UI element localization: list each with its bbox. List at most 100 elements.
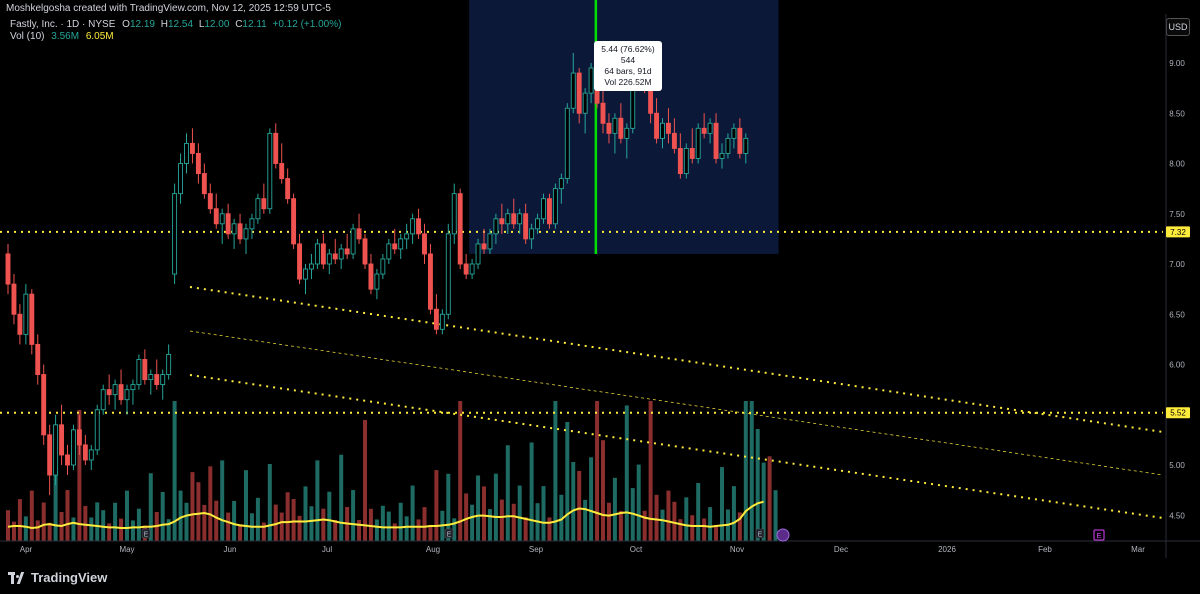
candle-body [469,263,475,275]
volume-bar [642,510,647,541]
volume-bar [261,522,266,541]
candle-body [404,233,410,240]
candle-body [76,429,82,446]
candle-body [29,293,35,345]
candle-body [231,223,237,235]
volume-bar [773,490,778,541]
candle-body [35,343,41,375]
candle-body [291,198,297,245]
volume-bar [148,473,153,541]
candle-body [362,238,368,265]
volume-bar [547,517,552,541]
volume-bar [89,517,94,541]
candle-body [671,132,677,149]
earnings-marker-label: E [447,532,452,539]
volume-bar [202,504,207,541]
volume-bar [434,470,439,541]
candle-body [148,374,154,381]
candle-body [523,213,529,240]
candle-body [189,142,195,154]
volume-bar [196,482,201,541]
candle-body [654,112,659,139]
earnings-marker [755,528,765,539]
level-lower-badge [1166,407,1190,419]
open-label: O [122,19,130,30]
price-tick-label: 6.50 [1169,310,1185,319]
volume-bar [65,490,70,541]
volume-bar [458,401,463,541]
low-value: 12.00 [204,19,230,30]
volume-bar [452,518,457,541]
split-event-icon [776,528,790,542]
volume-bar [321,508,326,541]
candle-body [695,127,701,159]
volume-bar [416,519,421,541]
volume-bar [41,502,46,541]
volume-bar [363,420,367,541]
volume-bar [648,401,653,541]
candle-body [582,92,588,114]
candle-body [433,308,439,330]
volume-bar [303,486,308,541]
candle-body [576,72,582,114]
volume-bar [113,502,118,541]
volume-bar [511,503,516,541]
candle-body [112,384,118,396]
volume-bar [678,519,683,541]
candle-body [59,424,64,456]
candle-body [213,208,219,225]
volume-bar [23,516,28,541]
candle-body [677,147,683,175]
candle-body [47,434,53,476]
footer-bar [0,558,1200,594]
volume-bar [35,520,40,541]
volume-bar [178,490,183,541]
volume-bar [731,486,736,541]
candle-body [606,122,612,134]
candle-body [475,243,481,265]
volume-bar [315,460,320,541]
currency-button[interactable]: USD [1166,18,1190,36]
candle-body [660,122,665,139]
volume-bar [541,486,546,541]
volume-bar [767,456,772,541]
candle-body [106,389,112,396]
candle-body [570,72,576,109]
candle-body [505,213,511,225]
earnings-marker [444,528,454,539]
volume-bar [184,502,189,541]
candle-body [326,253,332,265]
volume-bar [601,440,605,541]
volume-bar [95,502,100,541]
volume-bar [737,512,742,541]
volume-bar [29,490,34,541]
candle-body [154,374,160,386]
volume-bar [267,464,272,541]
level-upper-badge [1166,226,1190,238]
volume-bar [285,492,290,541]
tradingview-logo[interactable]: TradingView [8,570,107,585]
volume-bar [172,401,177,541]
candle-body [65,454,70,466]
time-tick-label: May [119,545,134,554]
candle-body [689,147,695,159]
candle-body [618,117,624,139]
candle-body [386,243,392,260]
candle-body [439,313,445,330]
candle-body [541,198,546,220]
volume-bar [279,512,284,541]
volume-ma-line [7,500,764,530]
candle-body [23,293,29,335]
volume-bar [666,490,671,541]
candle-body [451,193,457,235]
level-lower-badge-label: 5.52 [1170,409,1186,418]
change-value: +0.12 (+1.00%) [272,19,342,30]
symbol-line: Fastly, Inc. · 1D · NYSE [10,19,116,30]
candle-body [201,173,207,195]
candle-body [41,374,47,436]
candle-body [297,243,302,280]
volume-bar [517,485,522,541]
candle-body [88,449,94,461]
volume-bar [410,485,415,541]
